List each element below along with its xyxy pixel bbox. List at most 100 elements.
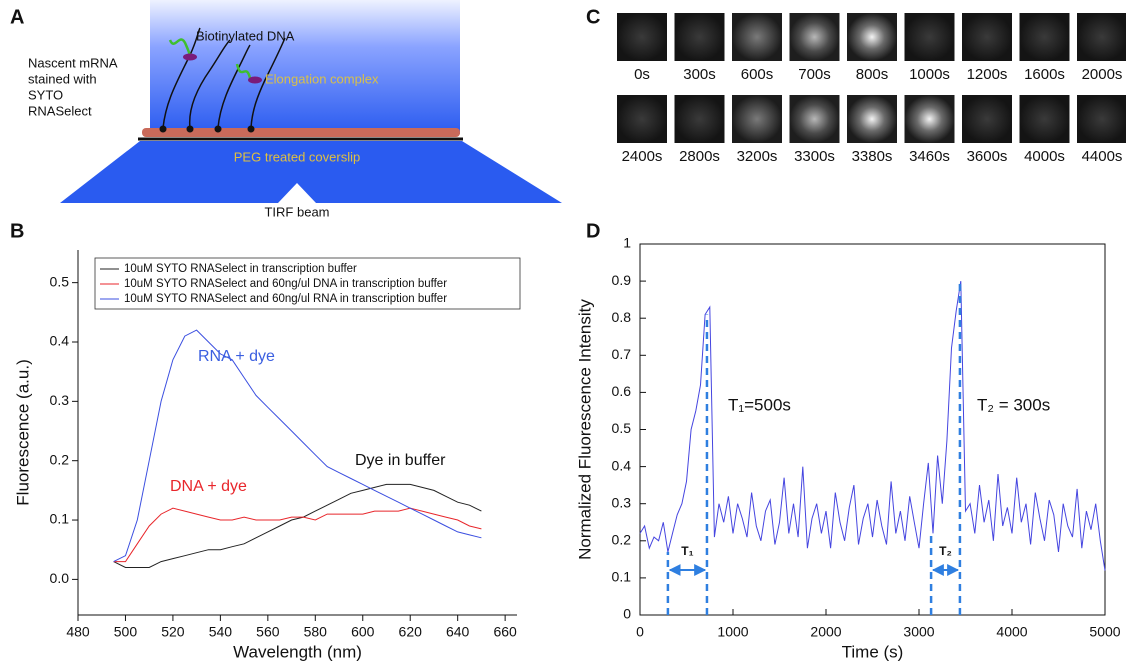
time-label: 800s: [856, 66, 889, 83]
mrna-label: Nascent mRNA: [28, 55, 118, 70]
panel-label: D: [586, 220, 600, 242]
time-label: 1200s: [967, 66, 1008, 83]
micrograph: [789, 95, 840, 143]
micrograph: [904, 13, 955, 61]
micrograph: [847, 13, 897, 61]
series-line: [113, 483, 482, 568]
x-tick-label: 620: [399, 624, 423, 640]
y-tick-label: 0.1: [50, 511, 70, 527]
panel-label: B: [10, 220, 24, 242]
legend-label: 10uM SYTO RNASelect and 60ng/ul RNA in t…: [124, 293, 447, 305]
y-tick-label: 0.6: [612, 383, 632, 399]
series-line: [113, 507, 482, 563]
mrna-label: SYTO: [28, 87, 63, 102]
micrograph: [962, 95, 1012, 143]
micrograph: [617, 95, 667, 143]
interval-label: T₂: [939, 544, 952, 558]
interval-label: T₁: [681, 544, 693, 558]
y-tick-label: 0.9: [612, 272, 632, 288]
micrograph: [617, 13, 667, 61]
interval-annotation: T₁=500s: [728, 395, 791, 414]
time-label: 3460s: [909, 148, 950, 165]
x-tick-label: 5000: [1089, 624, 1120, 640]
interval-annotation: T₂ = 300s: [977, 395, 1050, 414]
y-tick-label: 0.4: [612, 457, 632, 473]
micrograph-grid: 0s 300s 600s 700s 800s 1000s 1200s 1600s 2000s 24…: [617, 13, 1126, 165]
plot-frame: [639, 243, 1106, 616]
micrograph: [789, 13, 840, 61]
time-label: 1000s: [909, 66, 950, 83]
x-tick-label: 640: [446, 624, 470, 640]
beam-region: [150, 0, 460, 134]
y-tick-label: 0.7: [612, 346, 632, 362]
time-label: 3600s: [967, 148, 1008, 165]
complex-label: Elongation complex: [265, 71, 379, 86]
annotation: Dye in buffer: [355, 452, 446, 469]
micrograph: [904, 95, 955, 143]
micrograph: [1019, 95, 1070, 143]
time-label: 3200s: [737, 148, 778, 165]
x-tick-label: 0: [636, 624, 644, 640]
time-label: 3380s: [852, 148, 893, 165]
time-label: 4400s: [1082, 148, 1123, 165]
legend-box: [94, 257, 521, 310]
tirf-beam: [60, 141, 562, 203]
time-label: 0s: [634, 66, 650, 83]
y-tick-label: 0: [623, 606, 631, 622]
peg-layer: [142, 128, 460, 137]
legend-label: 10uM SYTO RNASelect and 60ng/ul DNA in t…: [124, 278, 447, 290]
y-tick-label: 0.3: [612, 494, 632, 510]
series-line: [113, 329, 482, 563]
time-label: 2400s: [622, 148, 663, 165]
micrograph: [732, 13, 782, 61]
micrograph: [1077, 13, 1126, 61]
x-tick-label: 4000: [996, 624, 1027, 640]
biotin-anchors: [159, 125, 255, 133]
time-label: 300s: [683, 66, 716, 83]
x-tick-label: 480: [66, 624, 90, 640]
x-axis-title: Time (s): [842, 642, 904, 661]
x-tick-label: 600: [351, 624, 375, 640]
micrograph: [1019, 13, 1070, 61]
y-tick-label: 0.2: [50, 451, 70, 467]
time-label: 2800s: [679, 148, 720, 165]
charts: 0.0 0.1 0.2 0.3 0.4 0.5 480 500 520 540 560 580 600 6…: [13, 235, 1120, 662]
coverslip-label: PEG treated coverslip: [234, 149, 360, 164]
panel-label: C: [586, 6, 600, 28]
x-tick-label: 580: [304, 624, 328, 640]
x-tick-label: 3000: [903, 624, 934, 640]
panel-label: A: [10, 6, 24, 28]
micrograph: [1077, 95, 1126, 143]
y-tick-label: 0.4: [50, 333, 70, 349]
x-tick-label: 520: [161, 624, 185, 640]
time-label: 4000s: [1024, 148, 1065, 165]
time-label: 700s: [798, 66, 831, 83]
micrograph: [847, 95, 897, 143]
y-tick-label: 0.5: [612, 420, 632, 436]
annotation: DNA + dye: [170, 478, 247, 495]
time-label: 2000s: [1082, 66, 1123, 83]
x-tick-label: 540: [209, 624, 233, 640]
micrograph: [962, 13, 1012, 61]
annotation: RNA + dye: [198, 348, 275, 365]
y-axis-title: Fluorescence (a.u.): [13, 359, 32, 505]
y-tick-label: 0.1: [612, 569, 632, 585]
legend-label: 10uM SYTO RNASelect in transcription buf…: [124, 263, 357, 275]
x-tick-label: 500: [114, 624, 138, 640]
x-tick-label: 1000: [717, 624, 748, 640]
y-tick-label: 1: [623, 235, 631, 251]
y-tick-label: 0.0: [50, 570, 70, 586]
time-label: 1600s: [1024, 66, 1065, 83]
elongation-complex: [248, 76, 262, 84]
micrograph: [674, 13, 725, 61]
mrna-label: RNASelect: [28, 103, 92, 118]
micrograph: [732, 95, 782, 143]
time-label: 3300s: [794, 148, 835, 165]
x-tick-label: 660: [493, 624, 517, 640]
y-axis-title: Normalized Fluorescence Intensity: [575, 299, 594, 560]
y-tick-label: 0.8: [612, 309, 632, 325]
mrna-label: stained with: [28, 71, 97, 86]
y-tick-label: 0.5: [50, 273, 70, 289]
